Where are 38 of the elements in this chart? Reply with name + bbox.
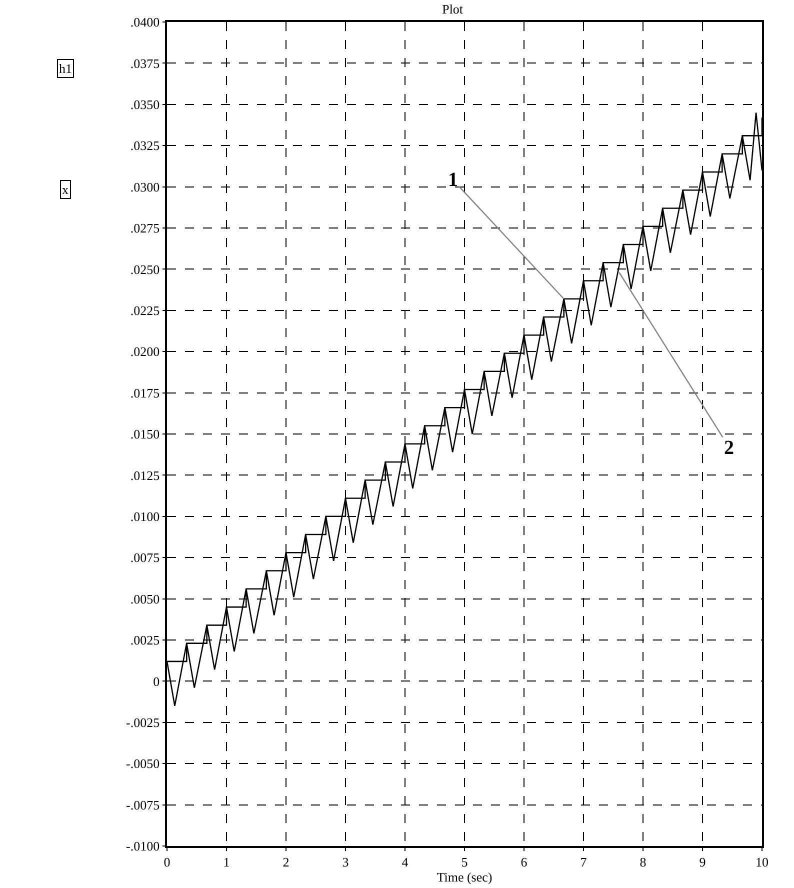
x-tick-label: 4 <box>402 854 409 870</box>
x-tick-label: 8 <box>640 854 646 870</box>
y-tick-label: .0125 <box>130 468 160 483</box>
y-tick-label: .0400 <box>130 14 160 30</box>
y-tick-label: .0300 <box>130 179 160 194</box>
y-tick-label: .0350 <box>130 96 160 112</box>
y-tick-label: .0200 <box>130 344 160 360</box>
y-tick-label: -.0050 <box>126 756 160 772</box>
y-tick-label: .0375 <box>130 56 160 71</box>
x-tick-label: 5 <box>461 854 468 870</box>
x-tick-label: 7 <box>580 854 588 870</box>
y-tick-label: .0325 <box>130 138 160 154</box>
y-tick-label: -.0075 <box>126 797 160 812</box>
chart-title: Plot <box>442 2 464 17</box>
y-tick-label: .0250 <box>130 262 160 277</box>
x-tick-label: 9 <box>699 854 706 870</box>
x-tick-label: 0 <box>164 854 170 870</box>
y-tick-label: 0 <box>153 674 160 689</box>
y-tick-label: .0275 <box>130 220 160 236</box>
x-axis-title: Time (sec) <box>436 869 492 884</box>
y-tick-label: .0150 <box>130 426 160 442</box>
y-tick-label: -.0025 <box>126 714 160 730</box>
text: h1 <box>59 61 72 76</box>
annotation: 2 <box>724 437 734 459</box>
y-tick-label: .0075 <box>130 550 160 566</box>
x-tick-label: 2 <box>282 854 290 870</box>
y-tick-label: .0050 <box>130 591 160 606</box>
x-tick-label: 6 <box>520 854 528 870</box>
x-tick-label: 3 <box>342 854 349 870</box>
x-tick-label: 1 <box>223 854 230 870</box>
y-tick-label: .0100 <box>130 508 160 524</box>
y-tick-label: .0225 <box>130 302 160 318</box>
y-tick-label: -.0100 <box>126 838 160 854</box>
annotation: 1 <box>448 169 458 191</box>
text: x <box>62 182 69 197</box>
y-tick-label: .0025 <box>130 632 160 648</box>
y-tick-label: .0175 <box>130 385 160 400</box>
x-tick-label: 10 <box>756 854 768 870</box>
